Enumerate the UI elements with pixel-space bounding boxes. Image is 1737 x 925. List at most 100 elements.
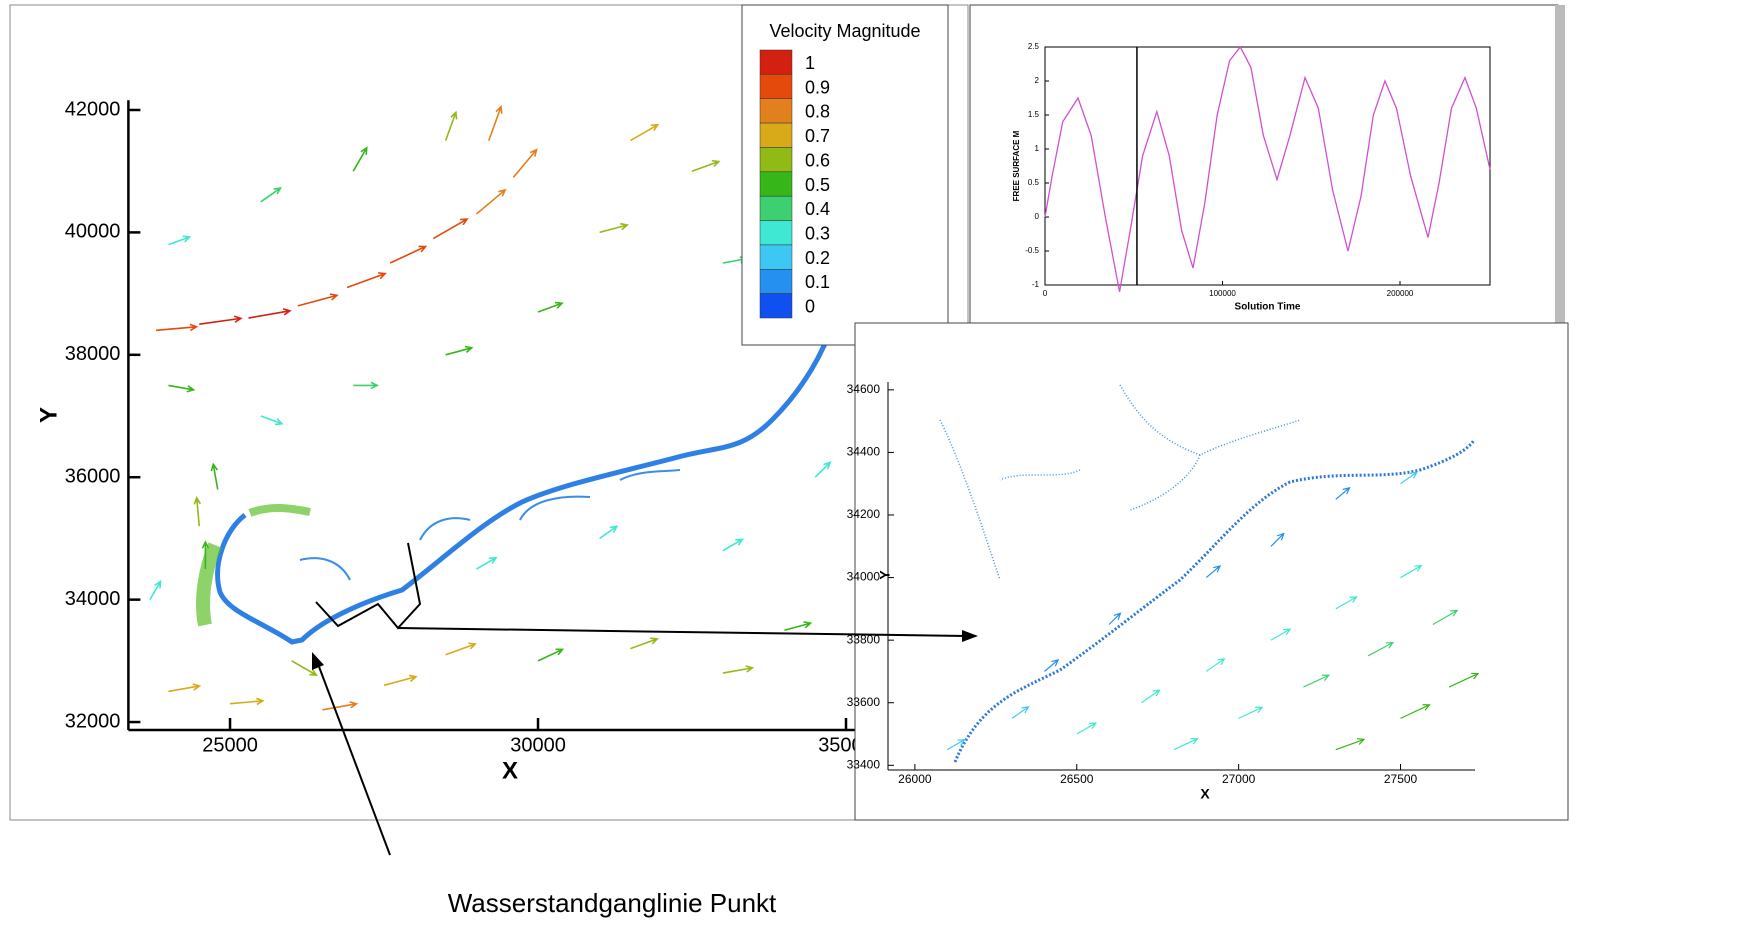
vector-arrow xyxy=(291,660,318,677)
annotation-box xyxy=(355,885,875,925)
vector-arrow xyxy=(1432,609,1459,626)
zoom-panel xyxy=(854,322,1569,821)
vector-arrow xyxy=(475,188,507,215)
y-tick-label: 33800 xyxy=(847,632,881,646)
vector-arrow xyxy=(210,462,219,490)
vector-arrow xyxy=(1205,658,1226,672)
y-tick-label: 40000 xyxy=(65,221,121,243)
vector-arrow xyxy=(201,540,210,570)
arrow-head xyxy=(312,652,324,670)
y-tick-label: 42000 xyxy=(65,98,121,120)
vector-arrow xyxy=(1335,596,1358,610)
vector-arrow xyxy=(537,648,565,662)
vector-arrow xyxy=(168,235,192,246)
vector-arrow xyxy=(1173,737,1199,751)
y-tick-label: 34600 xyxy=(847,382,881,396)
vector-arrow xyxy=(168,384,196,393)
vector-arrow xyxy=(1205,565,1222,579)
vector-arrow xyxy=(260,186,282,203)
vector-arrow xyxy=(1400,564,1423,579)
y-axis-label: Y xyxy=(35,407,62,423)
vector-arrow xyxy=(297,293,339,307)
annotation-arrow xyxy=(317,663,391,856)
colorbar-label: 0.9 xyxy=(805,77,830,97)
y-tick-label: 32000 xyxy=(65,710,121,732)
colorbar-label: 0.8 xyxy=(805,102,830,122)
vector-arrow xyxy=(383,674,418,687)
channels xyxy=(939,384,1301,581)
colorbar-swatch xyxy=(759,49,793,75)
colorbar-swatch xyxy=(759,220,793,246)
timeseries-plot: -1 -0.5 0 0.5 1 1.5 2 2.5 0 100000 200000 Solution … xyxy=(1012,42,1491,313)
colorbar-swatch xyxy=(759,98,793,124)
vector-arrow xyxy=(156,323,199,332)
vector-arrow xyxy=(691,159,721,172)
y-tick-label: 0 xyxy=(1035,212,1040,221)
x-tick-label: 25000 xyxy=(202,734,258,756)
y-tick-label: 2 xyxy=(1035,76,1040,85)
colorbar-label: 0.6 xyxy=(805,150,830,170)
y-tick-label: 1 xyxy=(1035,144,1040,153)
vector-arrow xyxy=(389,245,428,264)
x-tick-label: 0 xyxy=(1043,289,1048,298)
vector-arrow xyxy=(1076,722,1098,735)
zoom-bracket xyxy=(315,542,422,630)
coastline xyxy=(215,331,833,645)
vector-arrow xyxy=(476,556,498,570)
annotation: Wasserstandganglinie Punkt xyxy=(448,888,777,918)
colorbar-label: 0.3 xyxy=(805,223,830,243)
y-tick-label: -0.5 xyxy=(1025,246,1039,255)
vector-arrow xyxy=(1335,738,1366,751)
vector-arrow xyxy=(1270,532,1285,547)
x-axis-label: X xyxy=(502,757,518,784)
colorbar-swatch xyxy=(759,293,793,319)
colorbar-label: 0.2 xyxy=(805,248,830,268)
zoom-arrow xyxy=(397,627,967,637)
vector-arrow xyxy=(1270,628,1292,641)
colorbar-label: 0.4 xyxy=(805,199,830,219)
x-tick-label: 27500 xyxy=(1384,772,1418,786)
vector-arrow xyxy=(487,105,503,141)
arrow-head xyxy=(962,630,978,642)
vector-arrow xyxy=(1400,471,1419,485)
x-tick-label: 26000 xyxy=(898,772,932,786)
x-tick-label: 200000 xyxy=(1387,289,1414,298)
y-tick-label: 34000 xyxy=(847,570,881,584)
vector-arrow xyxy=(229,697,265,706)
y-tick-label: 1.5 xyxy=(1028,110,1040,119)
vector-arrow xyxy=(1448,672,1480,688)
vector-arrow xyxy=(814,461,832,478)
x-tick-label: 26500 xyxy=(1060,772,1094,786)
vector-arrow xyxy=(193,495,202,527)
y-axis-label: FREE SURFACE M xyxy=(1012,130,1021,201)
timeseries-panel xyxy=(969,4,1559,324)
data-line xyxy=(1044,45,1491,292)
vector-arrow xyxy=(784,621,813,632)
vector-arrow xyxy=(168,683,202,693)
vector-arrow xyxy=(599,222,629,234)
zoom-plot: 33400 33600 33800 34000 34200 34400 34600 26000… xyxy=(847,382,1480,802)
vector-arrow xyxy=(1335,486,1351,500)
colorbar-label: 0.7 xyxy=(805,126,830,146)
vector-arrow xyxy=(1043,658,1060,672)
colorbar-title: Velocity Magnitude xyxy=(769,21,920,41)
colorbar: Velocity Magnitude 1 0.9 0.8 0.7 0.6 0.5 0.4 0.3… xyxy=(759,21,921,319)
colorbar-label: 1 xyxy=(805,53,815,73)
channels xyxy=(299,469,681,581)
vector-arrow xyxy=(353,381,380,390)
y-tick-label: 36000 xyxy=(65,466,121,488)
y-tick-label: 34000 xyxy=(65,588,121,610)
x-tick-label: 100000 xyxy=(1209,289,1236,298)
vector-arrow xyxy=(1367,641,1395,657)
vector-arrow xyxy=(630,637,659,650)
vector-arrow xyxy=(1108,612,1122,625)
y-tick-label: -1 xyxy=(1032,280,1040,289)
vector-arrow xyxy=(352,146,368,172)
colorbar-swatch xyxy=(759,195,793,221)
vector-arrow xyxy=(248,308,292,319)
y-tick-label: 34400 xyxy=(847,445,881,459)
vector-arrow xyxy=(537,301,564,313)
vector-arrow xyxy=(1141,689,1161,704)
panel-edge xyxy=(1555,5,1565,323)
